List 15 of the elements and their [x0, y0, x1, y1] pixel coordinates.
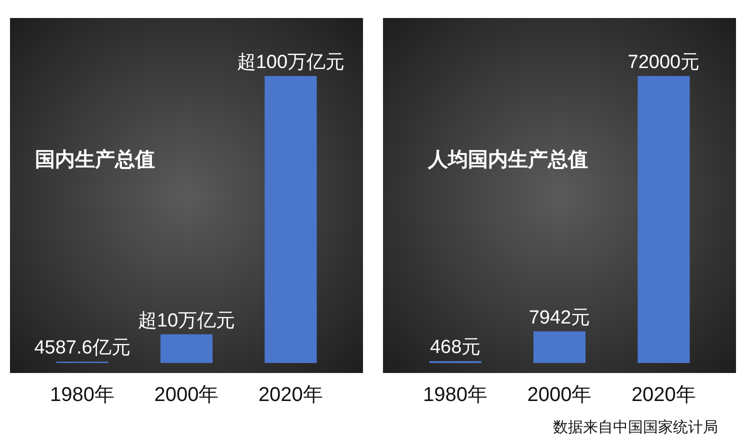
x-tick-label: 2000年 [527, 384, 592, 406]
data-label: 超100万亿元 [236, 52, 345, 73]
data-label: 7942元 [528, 307, 590, 328]
data-label: 72000元 [628, 52, 700, 73]
data-label: 超10万亿元 [138, 310, 236, 332]
x-tick-label: 2020年 [631, 384, 696, 406]
x-tick-label: 2000年 [154, 384, 219, 406]
x-tick-label: 2020年 [258, 384, 323, 406]
data-label: 4587.6亿元 [34, 338, 130, 359]
text: 国内生产总值 [35, 148, 155, 171]
x-tick-label: 1980年 [50, 384, 115, 406]
text: 人均国内生产总值 [427, 148, 588, 171]
text: 数据来自中国国家统计局 [553, 419, 718, 436]
x-tick-label: 1980年 [423, 384, 488, 406]
data-label: 468元 [430, 337, 481, 358]
